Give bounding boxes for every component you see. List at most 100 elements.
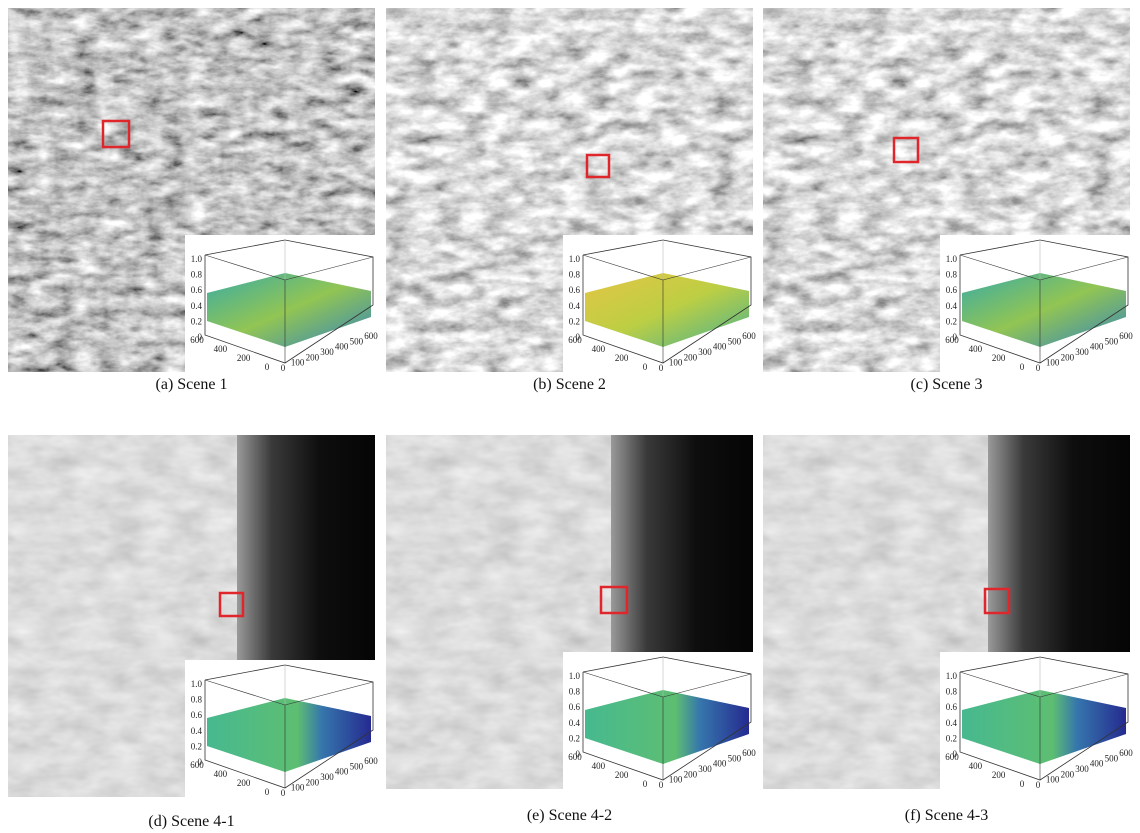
y-tick-label: 400 <box>214 769 228 779</box>
caption: (c) Scene 3 <box>911 376 983 393</box>
y-tick-label: 600 <box>945 752 959 762</box>
x-tick-label: 300 <box>1075 764 1089 774</box>
x-tick-label: 0 <box>1036 780 1041 790</box>
y-tick-label: 0 <box>1020 779 1025 789</box>
x-tick-label: 200 <box>1061 352 1075 362</box>
x-tick-label: 400 <box>1090 342 1104 352</box>
x-tick-label: 0 <box>281 363 286 373</box>
y-tick-label: 0 <box>643 779 648 789</box>
y-tick-label: 0 <box>643 362 648 372</box>
z-tick-label: 0.6 <box>946 702 958 712</box>
y-tick-label: 200 <box>992 770 1006 780</box>
z-tick-label: 0.4 <box>191 301 203 311</box>
x-tick-label: 400 <box>1090 759 1104 769</box>
z-tick-label: 0.4 <box>946 718 958 728</box>
x-tick-label: 600 <box>1119 748 1133 758</box>
y-tick-label: 600 <box>568 335 582 345</box>
inset-plot: 1.00.80.60.40.20600400200001002003004005… <box>563 235 756 373</box>
z-tick-label: 0.4 <box>569 301 581 311</box>
x-tick-label: 600 <box>364 331 378 341</box>
x-tick-label: 200 <box>306 352 320 362</box>
z-tick-label: 1.0 <box>191 254 203 264</box>
panel: 1.00.80.60.40.20600400200001002003004005… <box>8 435 378 798</box>
x-tick-label: 200 <box>306 777 320 787</box>
y-tick-label: 600 <box>945 335 959 345</box>
inset-plot: 1.00.80.60.40.20600400200001002003004005… <box>563 652 756 790</box>
x-tick-label: 0 <box>659 780 664 790</box>
x-tick-label: 300 <box>698 347 712 357</box>
y-tick-label: 200 <box>237 353 251 363</box>
x-tick-label: 600 <box>1119 331 1133 341</box>
x-tick-label: 100 <box>1046 775 1060 785</box>
caption: (d) Scene 4-1 <box>148 813 234 830</box>
y-tick-label: 200 <box>615 353 629 363</box>
inset-plot: 1.00.80.60.40.20600400200001002003004005… <box>185 660 378 798</box>
z-tick-label: 0.8 <box>946 687 958 697</box>
x-tick-label: 500 <box>1105 336 1119 346</box>
x-tick-label: 400 <box>335 767 349 777</box>
x-tick-label: 500 <box>1105 753 1119 763</box>
y-tick-label: 400 <box>592 344 606 354</box>
panel: 1.00.80.60.40.20600400200001002003004005… <box>386 8 756 373</box>
x-tick-label: 0 <box>659 363 664 373</box>
x-tick-label: 300 <box>320 347 334 357</box>
x-tick-label: 300 <box>320 772 334 782</box>
x-tick-label: 100 <box>291 783 305 793</box>
inset-plot: 1.00.80.60.40.20600400200001002003004005… <box>940 235 1133 373</box>
z-tick-label: 0.8 <box>569 270 581 280</box>
x-tick-label: 200 <box>684 352 698 362</box>
x-tick-label: 500 <box>350 336 364 346</box>
y-tick-label: 600 <box>190 335 204 345</box>
x-tick-label: 100 <box>1046 358 1060 368</box>
z-tick-label: 0.8 <box>191 695 203 705</box>
z-tick-label: 0.2 <box>946 316 957 326</box>
figure: 1.00.80.60.40.20600400200001002003004005… <box>0 0 1140 833</box>
x-tick-label: 600 <box>742 748 756 758</box>
z-tick-label: 0.6 <box>569 702 581 712</box>
x-tick-label: 0 <box>1036 363 1041 373</box>
z-tick-label: 1.0 <box>569 254 581 264</box>
caption: (b) Scene 2 <box>533 376 606 393</box>
z-tick-label: 0.8 <box>569 687 581 697</box>
x-tick-label: 100 <box>669 775 683 785</box>
z-tick-label: 1.0 <box>946 671 958 681</box>
z-tick-label: 0.8 <box>946 270 958 280</box>
x-tick-label: 0 <box>281 788 286 798</box>
x-tick-label: 500 <box>350 761 364 771</box>
y-tick-label: 0 <box>265 787 270 797</box>
x-tick-label: 400 <box>713 759 727 769</box>
x-tick-label: 200 <box>1061 769 1075 779</box>
z-tick-label: 0.4 <box>569 718 581 728</box>
x-tick-label: 100 <box>291 358 305 368</box>
y-tick-label: 200 <box>615 770 629 780</box>
z-tick-label: 1.0 <box>946 254 958 264</box>
x-tick-label: 600 <box>364 756 378 766</box>
page: {"panels": [ {"caption": "(a) Scene 1"},… <box>0 0 1140 833</box>
inset-plot: 1.00.80.60.40.20600400200001002003004005… <box>185 235 378 373</box>
z-tick-label: 0.2 <box>191 316 202 326</box>
z-tick-label: 0.6 <box>946 285 958 295</box>
z-tick-label: 0.2 <box>191 741 202 751</box>
x-tick-label: 200 <box>684 769 698 779</box>
z-tick-label: 0.6 <box>569 285 581 295</box>
z-tick-label: 0.4 <box>946 301 958 311</box>
y-tick-label: 600 <box>190 760 204 770</box>
z-tick-label: 0.6 <box>191 285 203 295</box>
x-tick-label: 300 <box>1075 347 1089 357</box>
x-tick-label: 300 <box>698 764 712 774</box>
z-tick-label: 1.0 <box>191 679 203 689</box>
y-tick-label: 600 <box>568 752 582 762</box>
y-tick-label: 400 <box>592 761 606 771</box>
caption: (f) Scene 4-3 <box>905 807 989 824</box>
x-tick-label: 500 <box>728 753 742 763</box>
x-tick-label: 500 <box>728 336 742 346</box>
y-tick-label: 400 <box>214 344 228 354</box>
y-tick-label: 200 <box>992 353 1006 363</box>
z-tick-label: 0.2 <box>569 316 580 326</box>
z-tick-label: 0.4 <box>191 726 203 736</box>
x-tick-label: 400 <box>713 342 727 352</box>
